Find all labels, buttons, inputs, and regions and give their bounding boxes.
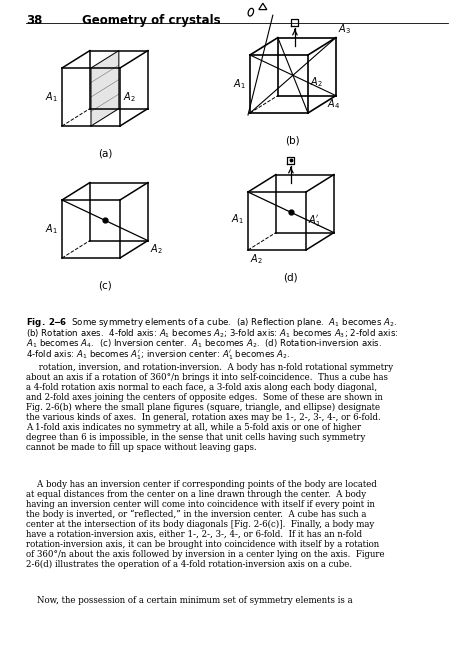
Text: rotation-inversion axis, it can be brought into coincidence with itself by a rot: rotation-inversion axis, it can be broug… — [26, 540, 379, 549]
Text: have a rotation-inversion axis, either 1-, 2-, 3-, 4-, or 6-fold.  If it has an : have a rotation-inversion axis, either 1… — [26, 530, 362, 539]
Text: (d): (d) — [283, 273, 298, 282]
Text: Now, the possession of a certain minimum set of symmetry elements is a: Now, the possession of a certain minimum… — [26, 596, 353, 605]
Text: 4-fold axis: $A_1$ becomes $A_1'$; inversion center: $A_1'$ becomes $A_2$.: 4-fold axis: $A_1$ becomes $A_1'$; inver… — [26, 349, 290, 362]
Text: $A_2$: $A_2$ — [250, 252, 263, 266]
Text: (a): (a) — [98, 148, 112, 158]
Text: $A_1'$: $A_1'$ — [308, 212, 321, 228]
Text: $A_1$ becomes $A_4$.  (c) Inversion center.  $A_1$ becomes $A_2$.  (d) Rotation-: $A_1$ becomes $A_4$. (c) Inversion cente… — [26, 338, 382, 350]
Text: and 2-fold axes joining the centers of opposite edges.  Some of these are shown : and 2-fold axes joining the centers of o… — [26, 393, 383, 402]
Text: 2-6(d) illustrates the operation of a 4-fold rotation-inversion axis on a cube.: 2-6(d) illustrates the operation of a 4-… — [26, 560, 352, 569]
Text: about an axis if a rotation of 360°/n brings it into self-coincidence.  Thus a c: about an axis if a rotation of 360°/n br… — [26, 373, 388, 382]
Text: $A_1$: $A_1$ — [45, 90, 58, 104]
Polygon shape — [91, 51, 119, 126]
Text: center at the intersection of its body diagonals [Fig. 2-6(c)].  Finally, a body: center at the intersection of its body d… — [26, 520, 374, 529]
Text: $A_1$: $A_1$ — [233, 77, 246, 91]
Text: (b): (b) — [286, 135, 300, 145]
Text: A 1-fold axis indicates no symmetry at all, while a 5-fold axis or one of higher: A 1-fold axis indicates no symmetry at a… — [26, 423, 361, 432]
Text: $\mathbf{Fig.\ 2\!\!-\!\!6}$  Some symmetry elements of a cube.  (a) Reflection : $\mathbf{Fig.\ 2\!\!-\!\!6}$ Some symmet… — [26, 316, 397, 329]
Text: (c): (c) — [98, 281, 112, 290]
Text: A body has an inversion center if corresponding points of the body are located: A body has an inversion center if corres… — [26, 480, 377, 489]
Text: $A_1$: $A_1$ — [45, 222, 58, 236]
Text: $A_2$: $A_2$ — [150, 243, 163, 257]
Text: Fig. 2-6(b) where the small plane figures (square, triangle, and ellipse) design: Fig. 2-6(b) where the small plane figure… — [26, 403, 380, 412]
Text: the various kinds of axes.  In general, rotation axes may be 1-, 2-, 3-, 4-, or : the various kinds of axes. In general, r… — [26, 413, 381, 422]
Text: having an inversion center will come into coincidence with itself if every point: having an inversion center will come int… — [26, 500, 375, 509]
Text: a 4-fold rotation axis normal to each face, a 3-fold axis along each body diagon: a 4-fold rotation axis normal to each fa… — [26, 383, 377, 392]
Text: rotation, inversion, and rotation-inversion.  A body has n-fold rotational symme: rotation, inversion, and rotation-invers… — [26, 363, 393, 372]
Text: $A_1$: $A_1$ — [231, 212, 244, 226]
Text: 38: 38 — [26, 14, 42, 27]
Text: cannot be made to fill up space without leaving gaps.: cannot be made to fill up space without … — [26, 443, 257, 452]
Text: degree than 6 is impossible, in the sense that unit cells having such symmetry: degree than 6 is impossible, in the sens… — [26, 433, 365, 442]
Text: the body is inverted, or “reflected,” in the inversion center.  A cube has such : the body is inverted, or “reflected,” in… — [26, 510, 366, 519]
Text: at equal distances from the center on a line drawn through the center.  A body: at equal distances from the center on a … — [26, 490, 366, 499]
Text: (b) Rotation axes.  4-fold axis: $A_1$ becomes $A_2$; 3-fold axis: $A_1$ becomes: (b) Rotation axes. 4-fold axis: $A_1$ be… — [26, 327, 398, 340]
Text: $A_2$: $A_2$ — [123, 90, 136, 104]
Text: $A_4$: $A_4$ — [327, 98, 340, 111]
Text: Geometry of crystals: Geometry of crystals — [82, 14, 220, 27]
Text: $A_2$: $A_2$ — [310, 75, 323, 89]
Text: of 360°/n about the axis followed by inversion in a center lying on the axis.  F: of 360°/n about the axis followed by inv… — [26, 550, 384, 559]
Text: $A_3$: $A_3$ — [338, 22, 351, 36]
